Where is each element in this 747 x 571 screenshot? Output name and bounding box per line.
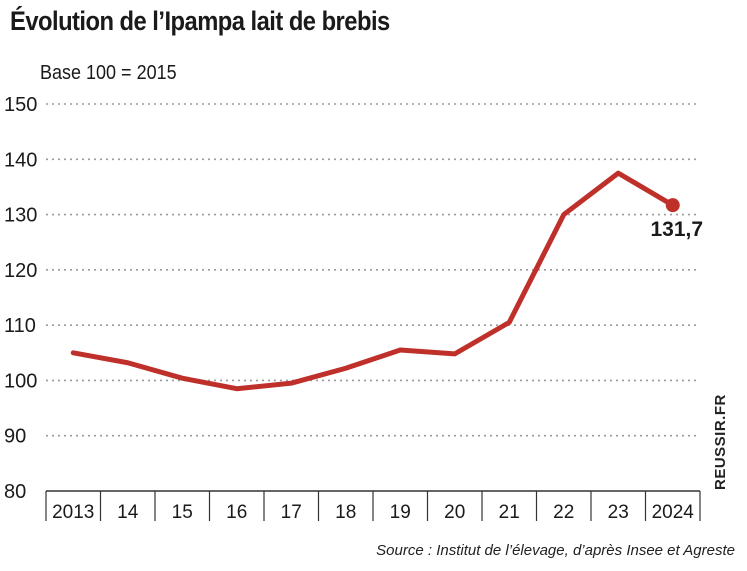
x-tick-label: 20 (444, 502, 465, 523)
x-tick-label: 23 (608, 502, 629, 523)
last-value-label: 131,7 (650, 218, 703, 241)
x-tick-label: 2013 (52, 502, 94, 523)
x-tick-label: 15 (172, 502, 193, 523)
series-line (70, 170, 676, 392)
y-tick-label: 110 (4, 315, 36, 337)
x-tick-label: 14 (117, 502, 139, 523)
y-tick-label: 80 (4, 481, 26, 503)
chart-title: Évolution de l’Ipampa lait de brebis (10, 6, 390, 36)
credit-label: REUSSIR.FR (712, 394, 729, 490)
y-tick-label: 90 (4, 426, 26, 448)
y-tick-label: 130 (4, 205, 37, 227)
x-tick-label: 21 (499, 502, 520, 523)
chart-subtitle: Base 100 = 2015 (40, 62, 177, 84)
y-tick-label: 100 (4, 370, 37, 392)
x-tick-label: 17 (281, 502, 302, 523)
x-tick-label: 2024 (652, 502, 695, 523)
x-tick-label: 16 (226, 502, 247, 523)
x-tick-label: 18 (335, 502, 356, 523)
y-tick-label: 140 (4, 149, 37, 171)
y-tick-label: 120 (4, 260, 37, 282)
x-tick-label: 22 (553, 502, 574, 523)
last-data-point (665, 198, 680, 213)
source-note: Source : Institut de l’élevage, d’après … (376, 542, 735, 559)
x-tick-label: 19 (390, 502, 411, 523)
y-tick-label: 150 (4, 94, 37, 116)
